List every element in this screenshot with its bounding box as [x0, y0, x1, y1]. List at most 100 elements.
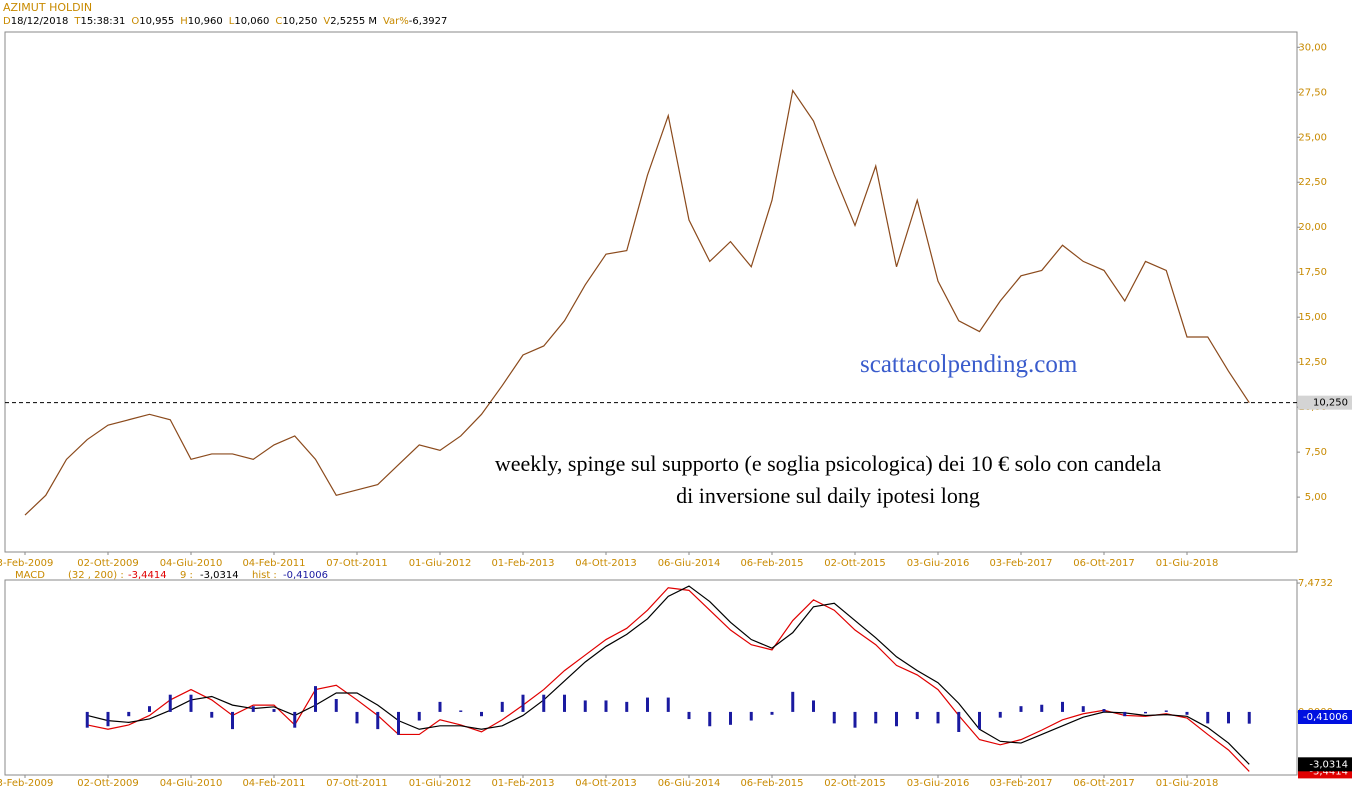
x-tick-label: 06-Giu-2014 — [658, 558, 721, 569]
x-tick-label: 3-Feb-2009 — [0, 558, 53, 569]
histogram-bar — [106, 711, 110, 727]
x-tick-label: 03-Feb-2017 — [989, 778, 1052, 789]
quote-key: L — [228, 16, 235, 27]
legend-value: -3,0314 — [200, 570, 239, 581]
y-tick-label: 12,50 — [1298, 357, 1327, 368]
x-tick-label: 3-Feb-2009 — [0, 778, 53, 789]
histogram-bar — [355, 711, 359, 724]
histogram-bar — [1061, 701, 1064, 712]
last-price-badge: 10,250 — [1313, 398, 1348, 409]
series-line — [87, 587, 1250, 772]
quote-value: 18/12/2018 — [10, 16, 69, 27]
instrument-title: AZIMUT HOLDIN — [3, 1, 93, 14]
histogram-bar — [168, 694, 172, 712]
histogram-bar — [915, 711, 919, 720]
histogram-bar — [1081, 706, 1085, 712]
value-badge: -3,4414 — [1309, 766, 1348, 777]
legend-value: -0,41006 — [283, 570, 328, 581]
histogram-bar — [729, 711, 732, 725]
histogram-bar — [438, 701, 442, 712]
histogram-bar — [749, 711, 753, 721]
x-tick-label: 04-Feb-2011 — [242, 558, 305, 569]
histogram-bar — [334, 699, 338, 712]
histogram-bar — [480, 711, 483, 717]
quote-value: -6,3927 — [408, 16, 448, 27]
histogram-bar — [459, 710, 463, 712]
histogram-bar — [127, 711, 131, 717]
x-tick-label: 01-Giu-2012 — [409, 778, 472, 789]
histogram-bar — [542, 694, 546, 712]
histogram-bar — [1144, 711, 1147, 714]
histogram-bar — [231, 711, 234, 730]
histogram-bar — [189, 694, 193, 712]
value-badge: -0,41006 — [1303, 712, 1348, 723]
y-tick-label: 30,00 — [1298, 42, 1327, 53]
value-badge-bg — [1298, 757, 1352, 772]
x-tick-label: 06-Ott-2017 — [1073, 778, 1134, 789]
quote-key: T — [74, 16, 81, 27]
quote-key: Var% — [382, 16, 409, 27]
histogram-bar — [1102, 709, 1106, 712]
value-badge-bg — [1298, 710, 1352, 724]
quote-key: O — [131, 16, 140, 27]
x-tick-label: 06-Giu-2014 — [658, 778, 721, 789]
histogram-bar — [957, 711, 961, 732]
quote-info: D18/12/2018 T15:38:31 O10,955 H10,960 L10,06… — [3, 16, 453, 27]
quote-key: D — [3, 16, 11, 27]
x-tick-label: 01-Giu-2012 — [409, 558, 472, 569]
histogram-bar — [397, 711, 400, 735]
y-tick-label: 20,00 — [1298, 222, 1327, 233]
histogram-bar — [1123, 711, 1127, 717]
histogram-bar — [314, 686, 317, 712]
histogram-bar — [791, 691, 795, 712]
quote-value: 10,060 — [234, 16, 270, 27]
histogram-bar — [625, 701, 629, 712]
x-tick-label: 04-Ott-2013 — [575, 778, 636, 789]
annotation: di inversione sul daily ipotesi long — [676, 483, 980, 508]
legend-name: hist : — [252, 570, 277, 581]
histogram-bar — [1040, 704, 1044, 712]
x-tick-label: 03-Feb-2017 — [989, 558, 1052, 569]
x-tick-label: 07-Ott-2011 — [326, 778, 387, 789]
x-tick-label: 04-Giu-2010 — [160, 778, 223, 789]
histogram-bar — [521, 694, 525, 712]
quote-value: 15:38:31 — [80, 16, 126, 27]
histogram-bar — [646, 697, 649, 712]
x-tick-label: 06-Feb-2015 — [740, 558, 803, 569]
histogram-bar — [583, 700, 587, 712]
series-line — [87, 585, 1250, 765]
last-price-badge-bg — [1298, 395, 1352, 410]
y-tick-label: 7,50 — [1305, 447, 1327, 458]
histogram-bar — [666, 697, 670, 712]
x-tick-label: 04-Ott-2013 — [575, 558, 636, 569]
series-line — [24, 88, 1250, 516]
plot-frame — [4, 31, 1298, 553]
histogram-bar — [604, 700, 608, 712]
x-tick-label: 02-Ott-2015 — [824, 778, 885, 789]
value-badge: -3,0314 — [1309, 759, 1348, 770]
plot-frame — [4, 579, 1298, 776]
histogram-bar — [1247, 711, 1251, 724]
histogram-bar — [376, 711, 380, 730]
x-tick-label: 02-Ott-2009 — [77, 778, 138, 789]
histogram-bar — [770, 711, 774, 715]
histogram-bar — [832, 711, 836, 724]
y-tick-label: 17,50 — [1298, 267, 1327, 278]
histogram-bar — [708, 711, 712, 727]
indicator-title: MACD — [15, 570, 45, 581]
histogram-bar — [812, 700, 815, 712]
x-tick-label: 01-Feb-2013 — [491, 778, 554, 789]
histogram-bar — [210, 711, 214, 718]
x-tick-label: 02-Ott-2015 — [824, 558, 885, 569]
histogram-bar — [998, 711, 1002, 718]
x-tick-label: 06-Ott-2017 — [1073, 558, 1134, 569]
watermark: scattacolpending.com — [860, 351, 1078, 378]
histogram-bar — [936, 711, 940, 724]
y-tick-label: 15,00 — [1298, 312, 1327, 323]
histogram-bar — [272, 709, 276, 712]
y-tick-label: 5,00 — [1305, 492, 1327, 503]
x-tick-label: 04-Feb-2011 — [242, 778, 305, 789]
quote-value: 10,250 — [282, 16, 318, 27]
